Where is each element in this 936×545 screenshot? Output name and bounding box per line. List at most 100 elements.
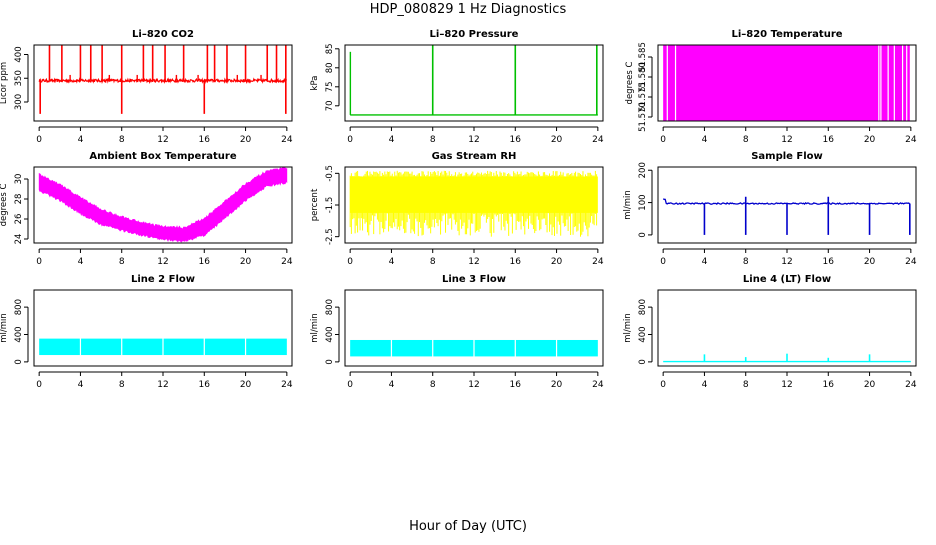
y-axis-label: percent	[310, 188, 320, 221]
x-tick-label: 12	[157, 380, 168, 390]
x-tick-label: 8	[743, 380, 749, 390]
x-tick-label: 24	[592, 380, 604, 390]
plot-frame	[657, 166, 917, 244]
x-tick-label: 20	[551, 135, 563, 145]
x-tick-label: 12	[781, 135, 792, 145]
series	[663, 45, 910, 121]
y-tick-label: 51.575	[638, 82, 648, 112]
series	[349, 170, 598, 237]
x-axis: 0 4 8 12 16 20 24	[347, 248, 604, 267]
x-tick-label: 16	[199, 380, 211, 390]
y-axis-label: ml/min	[0, 313, 9, 343]
series	[350, 338, 598, 358]
x-tick-label: 4	[389, 380, 395, 390]
x-tick-label: 4	[78, 135, 84, 145]
y-axis-label: Licor ppm	[0, 62, 9, 104]
y-tick-label: 85	[325, 43, 335, 54]
x-tick-label: 12	[157, 135, 168, 145]
y-tick-label: 70	[325, 100, 335, 111]
x-tick-label: 16	[823, 380, 835, 390]
panel-2: Li–820 Pressure 0 4 8 12 16 20 24 70 75 80 85 kPa	[310, 29, 604, 145]
x-tick-label: 12	[468, 135, 479, 145]
y-tick-label: 80	[325, 62, 335, 73]
x-tick-label: 24	[592, 257, 604, 267]
y-tick-label: 51.570	[638, 102, 648, 132]
y-tick-label: 0	[14, 359, 24, 364]
plot-frame	[344, 289, 604, 367]
x-tick-label: 0	[347, 257, 353, 267]
y-tick-label: 26	[14, 214, 24, 225]
x-tick-label: 12	[468, 257, 479, 267]
x-tick-label: 0	[36, 257, 42, 267]
x-tick-label: 20	[551, 380, 563, 390]
y-axis-label: ml/min	[623, 313, 633, 343]
x-axis: 0 4 8 12 16 20 24	[36, 126, 293, 145]
y-axis-label: ml/min	[310, 313, 320, 343]
y-tick-label: 51.585	[638, 42, 648, 72]
x-tick-label: 0	[660, 257, 666, 267]
figure-title: HDP_080829 1 Hz Diagnostics	[369, 2, 567, 17]
x-tick-label: 24	[281, 135, 293, 145]
y-axis: -2.5 -1.5 -0.5 percent	[310, 165, 340, 245]
plot-frame	[33, 289, 293, 367]
y-tick-label: 0	[638, 359, 648, 364]
x-tick-label: 16	[510, 380, 522, 390]
x-axis: 0 4 8 12 16 20 24	[347, 371, 604, 390]
x-tick-label: 4	[702, 135, 708, 145]
x-tick-label: 4	[389, 257, 395, 267]
x-axis: 0 4 8 12 16 20 24	[36, 371, 293, 390]
series	[39, 337, 287, 357]
x-tick-label: 20	[240, 257, 252, 267]
x-tick-label: 0	[347, 135, 353, 145]
y-axis: 24 26 28 30 degrees C	[0, 174, 29, 245]
y-tick-label: 75	[325, 81, 335, 92]
x-tick-label: 24	[281, 257, 293, 267]
panel-title: Line 2 Flow	[131, 274, 195, 285]
x-tick-label: 24	[905, 380, 917, 390]
x-tick-label: 8	[430, 257, 436, 267]
x-axis: 0 4 8 12 16 20 24	[660, 126, 917, 145]
y-axis: 0 400 800 ml/min	[310, 299, 340, 365]
x-tick-label: 4	[702, 257, 708, 267]
plot-frame	[33, 166, 293, 244]
x-tick-label: 12	[468, 380, 479, 390]
x-tick-label: 0	[36, 380, 42, 390]
x-tick-label: 16	[510, 257, 522, 267]
y-tick-label: 51.580	[638, 62, 648, 92]
x-tick-label: 20	[864, 380, 876, 390]
y-tick-label: 800	[14, 299, 24, 315]
x-tick-label: 0	[660, 135, 666, 145]
y-axis-label: kPa	[310, 76, 320, 91]
x-tick-label: 0	[660, 380, 666, 390]
x-tick-label: 20	[551, 257, 563, 267]
series-line	[38, 77, 287, 85]
y-tick-label: 400	[14, 326, 24, 342]
panel-title: Li–820 CO2	[132, 29, 194, 40]
y-axis: 70 75 80 85 kPa	[310, 43, 340, 111]
y-tick-label: -1.5	[325, 197, 335, 214]
y-axis: 0 400 800 ml/min	[0, 299, 29, 365]
x-tick-label: 12	[781, 257, 792, 267]
x-tick-label: 8	[743, 135, 749, 145]
x-axis: 0 4 8 12 16 20 24	[347, 126, 604, 145]
x-tick-label: 4	[702, 380, 708, 390]
panel-title: Line 3 Flow	[442, 274, 506, 285]
panel-title: Li–820 Temperature	[731, 29, 842, 40]
x-tick-label: 8	[119, 257, 125, 267]
y-tick-label: 0	[325, 359, 335, 364]
panel-title: Gas Stream RH	[432, 151, 517, 162]
y-tick-label: -0.5	[325, 165, 335, 182]
panel-7: Line 2 Flow 0 4 8 12 16 20 24 0 400 800 ml/min	[0, 274, 293, 390]
series	[663, 353, 911, 363]
y-tick-label: 100	[638, 194, 648, 210]
y-tick-label: 24	[14, 234, 24, 245]
plot-frame	[344, 166, 604, 244]
panel-3: Li–820 Temperature 0 4 8 12 16 20 24 51.57051.57…	[625, 29, 917, 145]
x-tick-label: 20	[240, 380, 252, 390]
x-tick-label: 20	[864, 135, 876, 145]
x-tick-label: 12	[781, 380, 792, 390]
x-tick-label: 8	[430, 135, 436, 145]
